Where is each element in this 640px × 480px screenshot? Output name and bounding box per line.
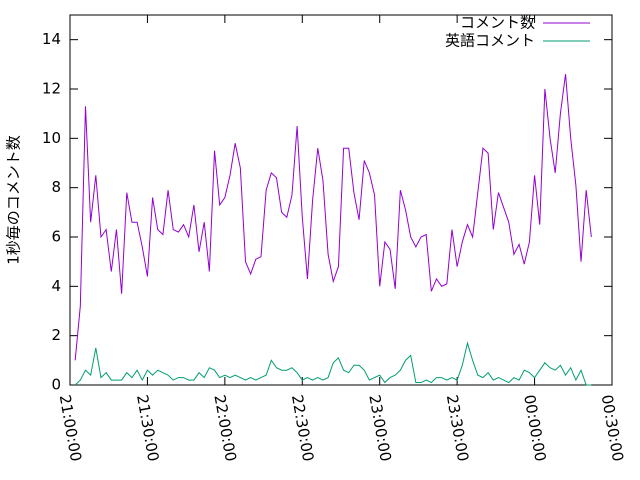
x-tick-label: 00:30:00 [598, 393, 627, 462]
x-tick-label: 22:30:00 [288, 393, 317, 462]
legend-label: 英語コメント [445, 32, 535, 50]
y-axis-label: 1秒毎のコメント数 [5, 135, 23, 265]
x-tick-label: 21:00:00 [56, 393, 85, 462]
y-tick-label: 6 [51, 228, 61, 246]
y-tick-label: 14 [42, 30, 61, 48]
y-tick-label: 2 [51, 326, 61, 344]
x-tick-label: 23:30:00 [443, 393, 472, 462]
series-line [74, 74, 592, 361]
y-tick-label: 4 [51, 277, 61, 295]
x-tick-label: 00:00:00 [520, 393, 549, 462]
x-tick-label: 21:30:00 [133, 393, 162, 462]
legend-label: コメント数 [460, 14, 535, 32]
y-tick-label: 0 [51, 376, 61, 394]
x-tick-label: 22:00:00 [210, 393, 239, 462]
x-tick-label: 23:00:00 [365, 393, 394, 462]
plot-border [69, 14, 613, 386]
y-tick-label: 10 [42, 129, 61, 147]
series-line [74, 341, 592, 386]
y-tick-label: 12 [42, 80, 61, 98]
y-tick-label: 8 [51, 178, 61, 196]
